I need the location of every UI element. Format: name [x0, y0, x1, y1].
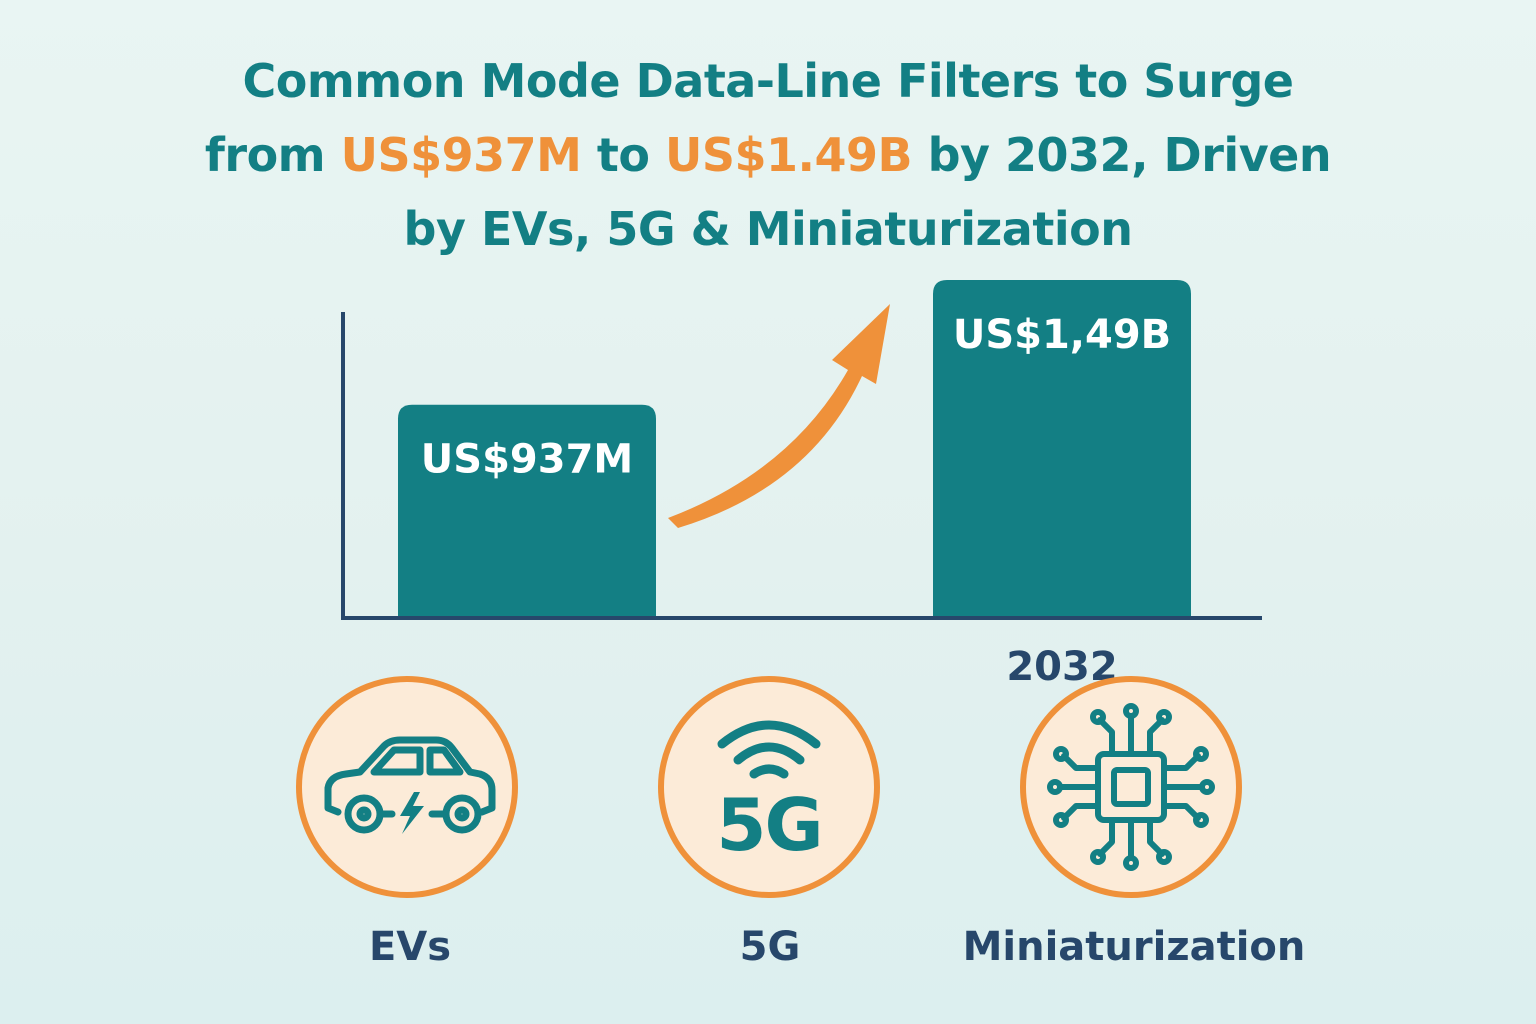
driver-label-miniaturization: Miniaturization	[962, 924, 1306, 970]
chart-bars	[398, 280, 1191, 616]
title-line-2-end: by 2032, Driven	[912, 128, 1332, 182]
title-end-value: US$1.49B	[665, 128, 913, 182]
ev-icon-circle	[296, 676, 518, 898]
bar-2	[933, 280, 1191, 616]
title-line-2-mid: to	[581, 128, 666, 182]
bar-1-data-label: US$937M	[421, 437, 633, 483]
5g-signal-icon: 5G	[716, 720, 824, 867]
miniaturization-icon-circle	[1020, 676, 1242, 898]
microchip-icon	[1047, 703, 1215, 871]
driver-label-5g: 5G	[739, 924, 801, 970]
trend-arrow	[668, 304, 890, 528]
bar-1	[398, 404, 656, 616]
title-line-2-start: from	[204, 128, 341, 182]
title-start-value: US$937M	[340, 128, 582, 182]
ev-car-icon	[324, 736, 496, 834]
5g-icon-circle: 5G	[658, 676, 880, 898]
chart-title: Common Mode Data-Line Filters to Surge f…	[0, 44, 1536, 266]
5g-icon-text: 5G	[716, 783, 821, 867]
driver-label-evs: EVs	[368, 924, 452, 970]
title-line-1: Common Mode Data-Line Filters to Surge	[242, 54, 1294, 108]
bar-2-data-label: US$1,49B	[953, 312, 1171, 358]
title-line-2: from US$937M to US$1.49B by 2032, Driven	[0, 118, 1536, 192]
title-line-3: by EVs, 5G & Miniaturization	[403, 202, 1133, 256]
